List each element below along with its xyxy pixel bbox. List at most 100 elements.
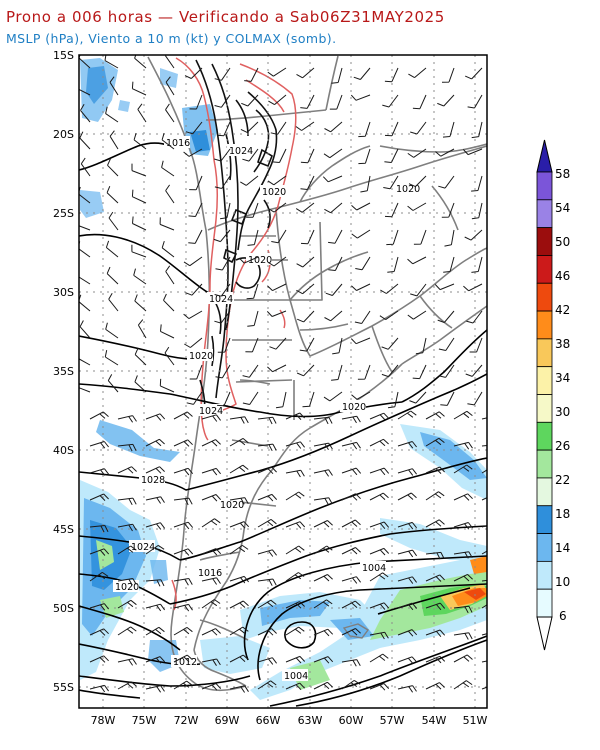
colorbar-segment bbox=[536, 588, 553, 618]
wind-barb bbox=[300, 148, 315, 164]
wind-barb bbox=[117, 497, 137, 506]
wind-barb bbox=[409, 391, 427, 404]
wind-barb bbox=[437, 310, 455, 323]
wind-barb bbox=[117, 523, 137, 532]
wind-barb bbox=[313, 628, 334, 637]
latitude-labels: 15S 20S 25S 30S 35S 40S 45S 50S 55S bbox=[53, 49, 74, 694]
wind-barb bbox=[134, 375, 147, 393]
wind-barb bbox=[240, 121, 259, 133]
wind-barb bbox=[133, 268, 147, 285]
wind-barb bbox=[341, 547, 361, 555]
wind-barb bbox=[184, 337, 203, 348]
wind-barb bbox=[109, 130, 119, 150]
wind-barb bbox=[184, 67, 203, 79]
wind-barb bbox=[296, 283, 315, 295]
colorbar-segment bbox=[536, 421, 553, 451]
wind-barb bbox=[407, 148, 427, 158]
wind-barb bbox=[257, 466, 277, 475]
isobar-label: 1024 bbox=[131, 542, 155, 553]
wind-barb bbox=[397, 410, 417, 420]
wind-barb bbox=[257, 628, 277, 636]
wind-barb bbox=[300, 94, 315, 109]
wind-barb bbox=[353, 67, 371, 80]
wind-barb bbox=[397, 685, 417, 693]
wind-barb bbox=[79, 320, 91, 339]
colorbar-label: 6 bbox=[559, 609, 567, 623]
colorbar-segment bbox=[536, 227, 553, 256]
wind-barb bbox=[350, 337, 371, 345]
wind-barb bbox=[79, 131, 91, 150]
wind-barb bbox=[244, 67, 259, 82]
wind-barb bbox=[173, 626, 193, 636]
colorbar-label: 18 bbox=[555, 507, 570, 521]
wind-barb bbox=[408, 67, 427, 79]
wind-barb bbox=[79, 387, 91, 393]
colorbar-segment bbox=[536, 560, 553, 590]
wind-barb bbox=[369, 521, 390, 530]
wind-barb bbox=[201, 414, 221, 422]
wind-barb bbox=[369, 602, 390, 610]
wind-barb bbox=[134, 347, 147, 366]
lat-label: 40S bbox=[53, 444, 74, 457]
wind-barb bbox=[285, 572, 305, 582]
wind-barb bbox=[325, 283, 343, 296]
wind-barb bbox=[269, 337, 287, 350]
wind-barb bbox=[324, 202, 343, 214]
colorbar-segment bbox=[536, 449, 553, 479]
colorbar-segment bbox=[536, 199, 553, 229]
wind-barb bbox=[173, 680, 193, 690]
wind-barb bbox=[329, 94, 343, 110]
colorbar-label: 50 bbox=[555, 235, 570, 249]
wind-barb bbox=[463, 283, 483, 292]
wind-barb bbox=[173, 411, 193, 420]
wind-barb bbox=[300, 229, 315, 245]
isobar-label-boxes bbox=[113, 136, 420, 681]
wind-barb bbox=[145, 626, 165, 636]
wind-barb bbox=[328, 229, 343, 244]
wind-barb bbox=[397, 492, 417, 501]
wind-barb bbox=[145, 522, 165, 530]
lat-label: 50S bbox=[53, 602, 74, 615]
wind-barb bbox=[285, 491, 305, 501]
wind-barb bbox=[201, 439, 221, 447]
wind-barb bbox=[189, 94, 203, 110]
wind-barb bbox=[131, 163, 147, 177]
wind-barb bbox=[133, 133, 147, 150]
wind-barbs bbox=[79, 55, 487, 693]
wind-barb bbox=[369, 547, 390, 556]
wind-barb bbox=[106, 186, 119, 204]
lon-label: 51W bbox=[463, 714, 488, 727]
chart-title: Prono a 006 horas — Verificando a Sab06Z… bbox=[6, 8, 445, 26]
isobar-label: 1016 bbox=[198, 568, 222, 579]
wind-barb bbox=[145, 579, 165, 587]
wind-barb bbox=[173, 439, 193, 447]
wind-barb bbox=[369, 572, 389, 582]
wind-barb bbox=[441, 202, 455, 218]
wind-barb bbox=[369, 492, 389, 501]
wind-barb bbox=[79, 225, 91, 231]
wind-barb bbox=[331, 364, 343, 381]
wind-barb bbox=[165, 76, 175, 96]
wind-barb bbox=[117, 545, 137, 555]
colorbar-segment bbox=[536, 338, 553, 368]
wind-barb bbox=[481, 417, 487, 420]
wind-barb bbox=[117, 658, 137, 666]
wind-barb bbox=[257, 578, 277, 586]
wind-barb bbox=[188, 229, 203, 244]
wind-barb bbox=[380, 283, 399, 294]
wind-barb bbox=[216, 121, 231, 137]
wind-barb bbox=[272, 148, 287, 163]
wind-barb bbox=[285, 545, 305, 555]
wind-barb bbox=[267, 67, 287, 77]
islands bbox=[342, 623, 370, 639]
colorbar-label: 26 bbox=[555, 439, 570, 453]
wind-barb bbox=[299, 337, 315, 352]
wind-barb bbox=[217, 337, 231, 353]
wind-barb bbox=[354, 310, 371, 324]
colorbar-segment bbox=[536, 366, 553, 395]
colorbar-label: 34 bbox=[555, 371, 570, 385]
colorbar-segment bbox=[536, 477, 553, 507]
wind-barb bbox=[257, 416, 277, 425]
wind-barb bbox=[285, 601, 305, 609]
lat-label: 30S bbox=[53, 286, 74, 299]
